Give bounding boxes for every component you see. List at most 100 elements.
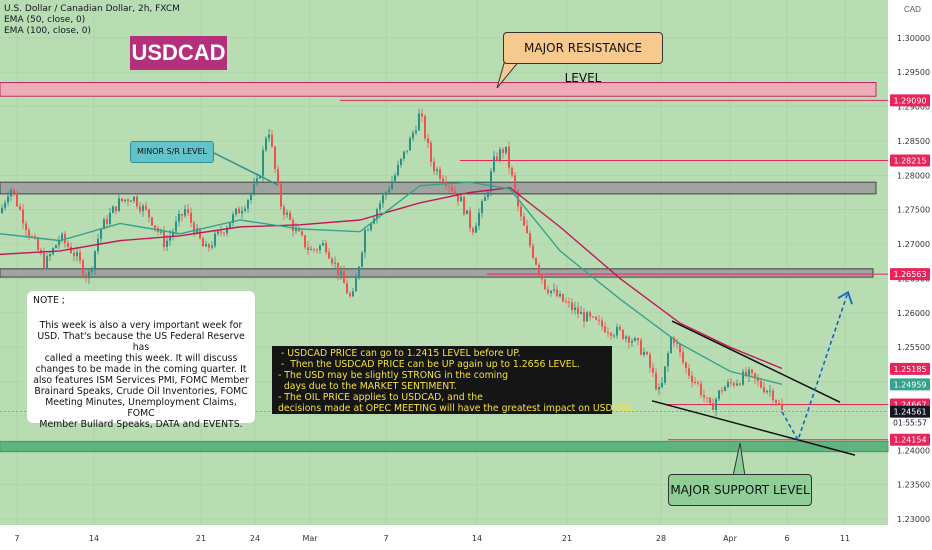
candle-body xyxy=(130,200,132,202)
candle-body xyxy=(559,293,561,297)
x-tick-label: 7 xyxy=(383,534,388,543)
candle-body xyxy=(574,307,576,311)
candle-body xyxy=(448,186,450,188)
candle-body xyxy=(709,397,711,404)
candle-body xyxy=(685,362,687,369)
candle-body xyxy=(376,209,378,219)
candle-body xyxy=(523,216,525,226)
candle-body xyxy=(91,268,93,272)
countdown-label: 01:55:57 xyxy=(893,419,927,428)
candle-body xyxy=(154,225,156,229)
candle-body xyxy=(667,353,669,367)
candle-body xyxy=(763,387,765,393)
candle-body xyxy=(472,228,474,233)
candle-body xyxy=(25,223,27,231)
candle-body xyxy=(535,257,537,265)
note-line: called a meeting this week. It will disc… xyxy=(44,353,238,364)
price-tag xyxy=(890,405,930,418)
candle-body xyxy=(277,168,279,184)
candle-body xyxy=(103,219,105,230)
candle-body xyxy=(121,198,123,201)
candle-body xyxy=(640,340,642,355)
candle-body xyxy=(250,193,252,200)
candle-body xyxy=(421,113,423,117)
candle-body xyxy=(67,242,69,247)
time-axis[interactable]: 7 14 21 24 Mar 7 14 21 28 Apr 6 11 xyxy=(14,534,850,543)
analysis-line: - Then the USDCAD PRICE can be UP again … xyxy=(278,359,580,370)
candle-body xyxy=(487,191,489,198)
candle-body xyxy=(619,326,621,330)
candle-body xyxy=(226,227,228,234)
candle-body xyxy=(337,262,339,275)
candle-body xyxy=(202,238,204,247)
projection-arrowhead xyxy=(837,290,853,305)
price-tags: 1.29090 1.28215 1.26563 1.25185 1.24959 1.246… xyxy=(890,94,930,446)
candle-body xyxy=(322,242,324,246)
legend-ema100[interactable]: EMA (100, close, 0) xyxy=(4,26,92,36)
candle-body xyxy=(220,231,222,233)
y-tick-label: 1.29000 xyxy=(897,103,930,112)
legend-title: U.S. Dollar / Canadian Dollar, 2h, FXCM xyxy=(4,4,180,14)
candle-body xyxy=(757,378,759,382)
x-tick-label: 21 xyxy=(562,534,572,543)
candle-body xyxy=(37,238,39,250)
candle-body xyxy=(409,138,411,151)
candle-body xyxy=(49,254,51,257)
x-tick-label: 24 xyxy=(250,534,260,543)
candle-body xyxy=(7,196,9,203)
candle-body xyxy=(13,189,15,194)
candle-body xyxy=(280,183,282,207)
candle-body xyxy=(751,369,753,373)
note-line: USD. That's because the US Federal Reser… xyxy=(37,331,245,353)
candle-body xyxy=(571,302,573,311)
candle-body xyxy=(310,249,312,251)
zone-minor-sr-upper xyxy=(0,181,877,195)
candle-body xyxy=(583,312,585,322)
candle-body xyxy=(406,150,408,152)
candle-body xyxy=(403,151,405,159)
candle-body xyxy=(493,156,495,172)
candle-body xyxy=(268,134,270,139)
x-tick-label: 21 xyxy=(196,534,206,543)
candle-body xyxy=(766,390,768,393)
candle-body xyxy=(544,279,546,290)
legend-ema50[interactable]: EMA (50, close, 0) xyxy=(4,15,86,25)
candle-body xyxy=(178,213,180,222)
candle-body xyxy=(436,169,438,172)
candle-body xyxy=(433,161,435,172)
candle-body xyxy=(325,242,327,253)
candle-body xyxy=(733,383,735,386)
candle-body xyxy=(631,340,633,343)
candle-body xyxy=(769,390,771,392)
candle-body xyxy=(748,369,750,377)
candle-body xyxy=(613,335,615,337)
callout-pointers xyxy=(211,59,746,477)
candle-body xyxy=(772,390,774,400)
candle-body xyxy=(634,337,636,341)
candles xyxy=(1,108,783,416)
candle-body xyxy=(265,138,267,151)
minor-sr-callout: MINOR S/R LEVEL xyxy=(130,141,214,163)
candle-body xyxy=(382,195,384,204)
y-tick-label: 1.28500 xyxy=(897,137,930,146)
candle-body xyxy=(595,316,597,320)
candle-body xyxy=(82,260,84,276)
candle-body xyxy=(256,178,258,184)
candle-body xyxy=(778,402,780,404)
candle-body xyxy=(568,301,570,303)
candle-body xyxy=(112,206,114,214)
projection-path xyxy=(781,291,849,442)
candle-body xyxy=(352,291,354,297)
note-line: changes to be made in the coming quarter… xyxy=(35,364,247,375)
candle-body xyxy=(724,387,726,392)
candle-body xyxy=(490,171,492,192)
candle-body xyxy=(328,252,330,259)
candle-body xyxy=(760,381,762,388)
candle-body xyxy=(247,199,249,209)
analysis-line: - The OIL PRICE applies to USDCAD, and t… xyxy=(278,392,483,403)
drawings xyxy=(651,290,856,456)
y-tick-label: 1.23500 xyxy=(897,481,930,490)
currency-label: CAD xyxy=(904,5,921,14)
candle-body xyxy=(739,383,741,385)
